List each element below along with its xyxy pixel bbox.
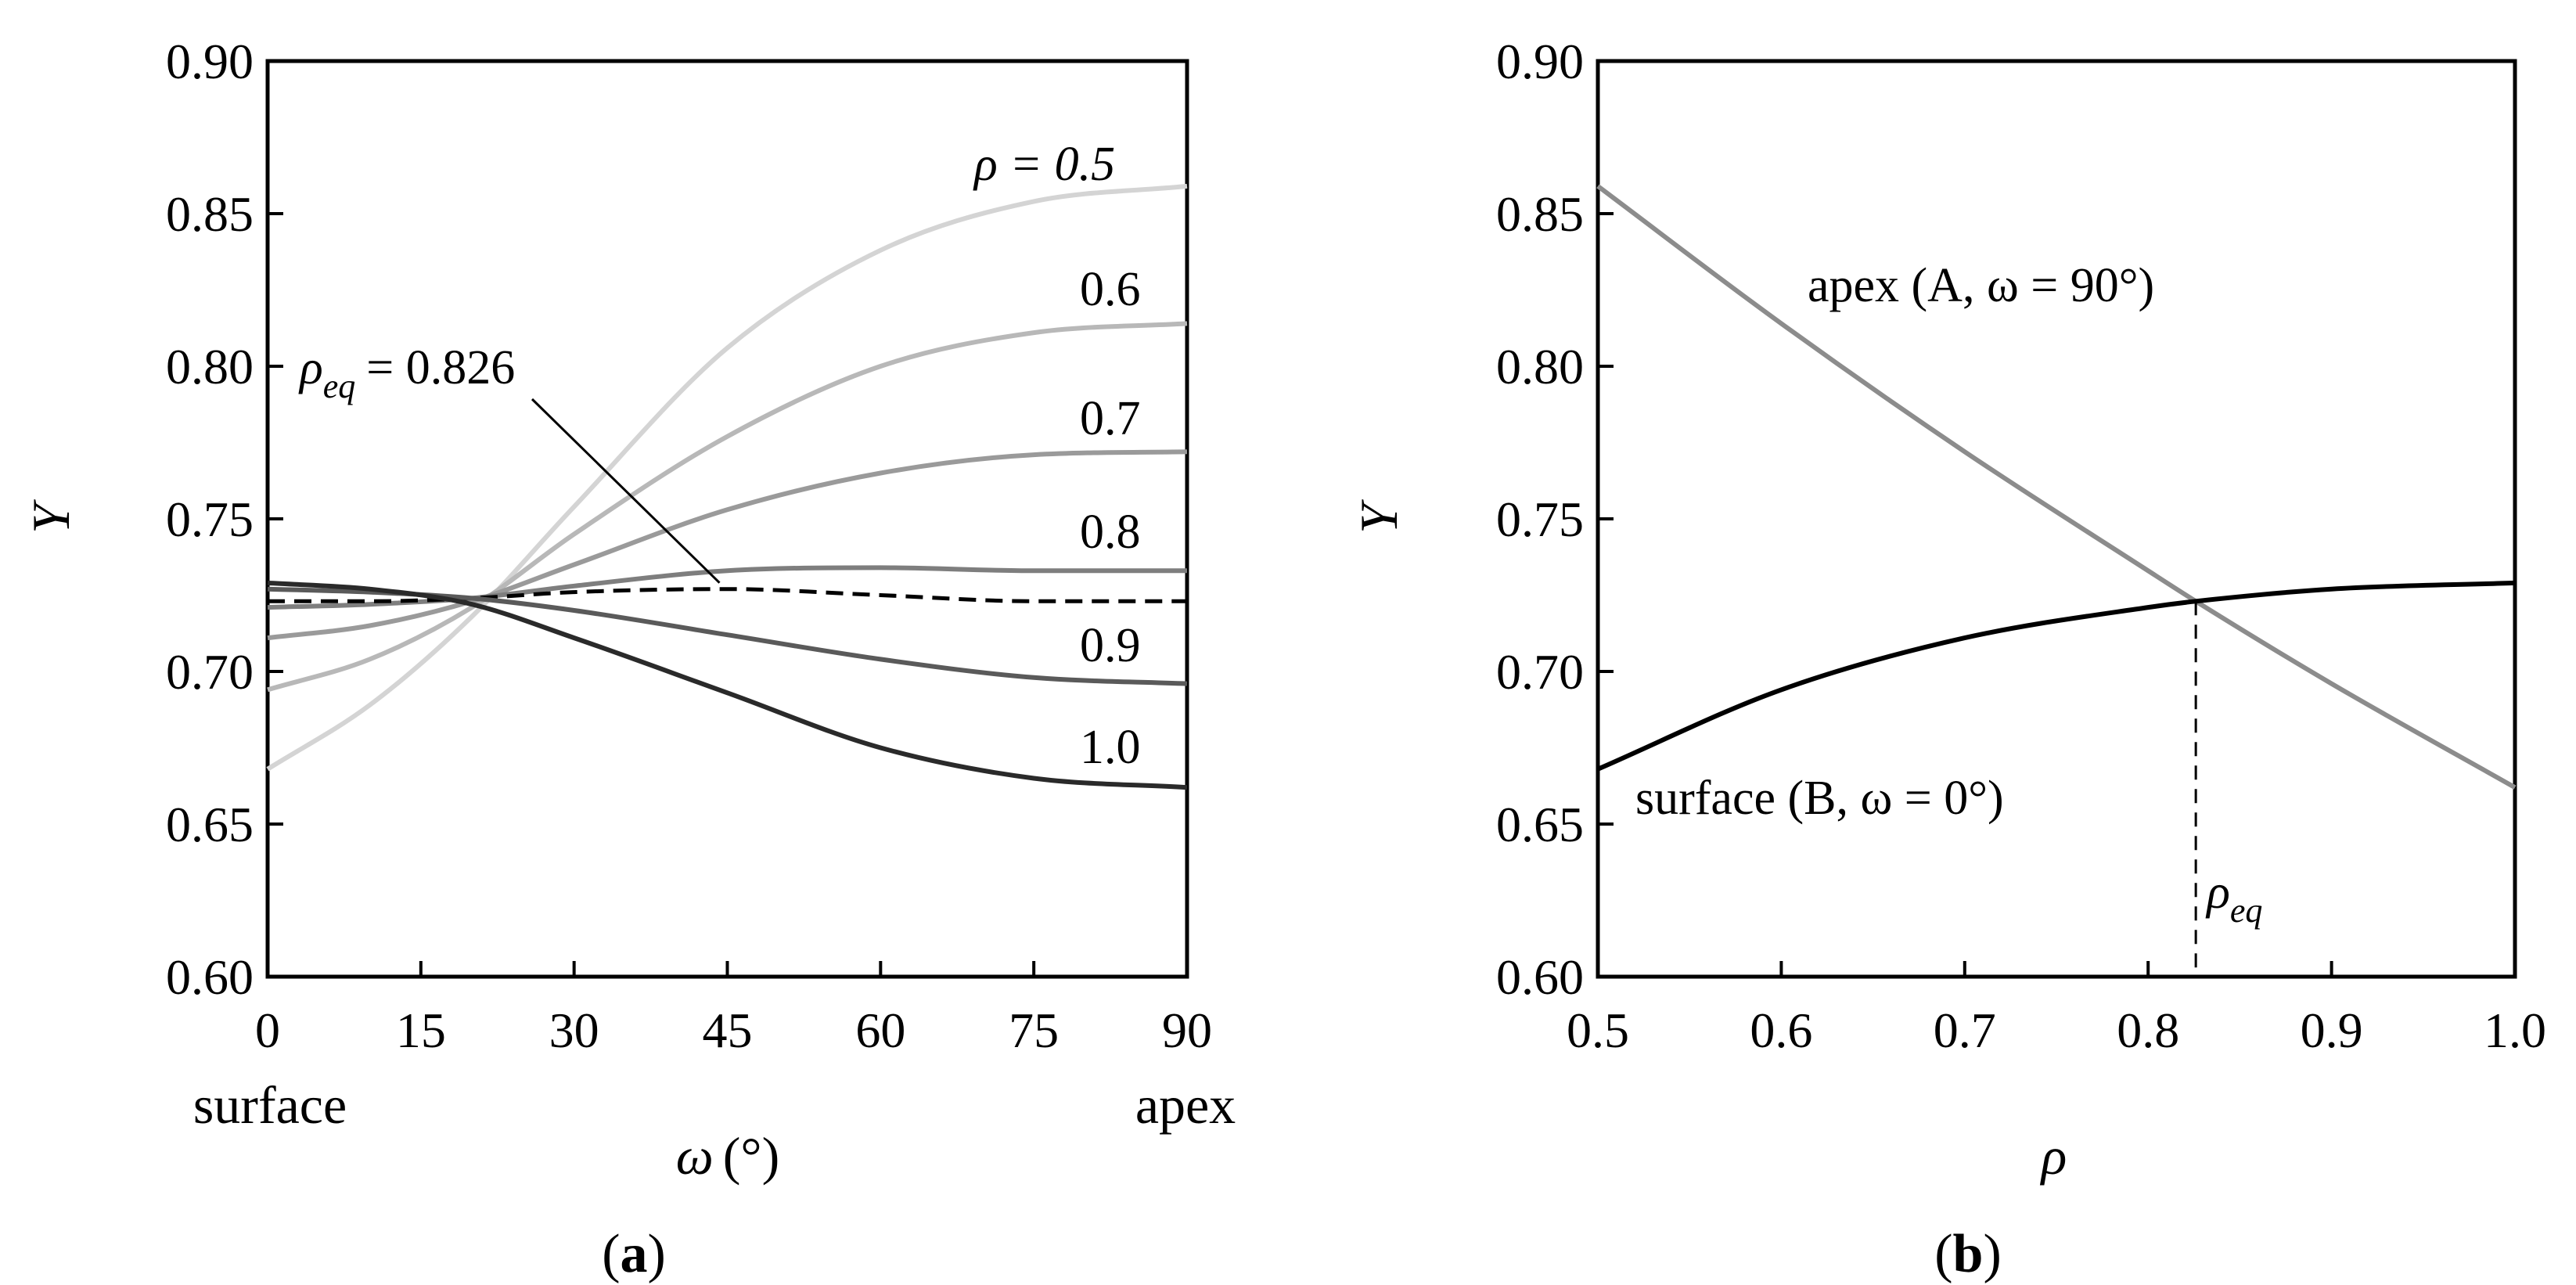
series-line-apex bbox=[1596, 184, 2517, 790]
x-tick-label: 15 bbox=[396, 1002, 446, 1058]
series-lines-a bbox=[266, 183, 1188, 790]
x-axis-ticks-a: 0 15 30 45 60 75 90 bbox=[255, 961, 1212, 1058]
rho-eq-annotation: ρeq = 0.826 bbox=[298, 341, 515, 405]
x-end-label-surface: surface bbox=[193, 1075, 347, 1135]
series-line-surface bbox=[1596, 580, 2516, 772]
x-tick-label: 1.0 bbox=[2484, 1002, 2546, 1058]
svg-text:Y: Y bbox=[1349, 499, 1409, 534]
y-tick-label: 0.70 bbox=[166, 644, 254, 700]
series-line-0.6 bbox=[267, 321, 1188, 693]
x-tick-label: 0.9 bbox=[2301, 1002, 2363, 1058]
y-axis-label-b: Y bbox=[1349, 499, 1409, 534]
series-line-0.5 bbox=[266, 183, 1188, 772]
y-tick-label: 0.90 bbox=[166, 34, 254, 89]
y-axis-label-a: Y bbox=[21, 499, 81, 534]
chart-panel-b: 0.600.650.700.750.800.850.90 0.5 0.6 0.7 0.… bbox=[1349, 34, 2546, 1284]
svg-text:Y: Y bbox=[21, 499, 81, 534]
y-axis-ticks-b: 0.60 0.65 0.70 0.75 0.80 0.85 0.90 bbox=[1496, 34, 1614, 1005]
x-tick-label: 45 bbox=[703, 1002, 753, 1058]
y-tick-label: 0.60 bbox=[1496, 949, 1584, 1005]
x-axis-label-b: ρ bbox=[2040, 1126, 2067, 1186]
y-tick-label: 0.60 bbox=[166, 949, 254, 1005]
x-tick-label: 0.7 bbox=[1934, 1002, 1996, 1058]
y-tick-label: 0.85 bbox=[1496, 186, 1584, 242]
series-label-0.6: 0.6 bbox=[1080, 263, 1141, 316]
panel-label-a: (a) bbox=[602, 1224, 666, 1284]
x-axis-label-a: ω (°) bbox=[676, 1126, 780, 1186]
series-line-1.0 bbox=[267, 580, 1188, 790]
y-tick-label: 0.70 bbox=[1496, 644, 1584, 700]
plot-frame-b bbox=[1596, 59, 2517, 979]
x-axis-ticks-b: 0.5 0.6 0.7 0.8 0.9 1.0 bbox=[1567, 961, 2546, 1058]
series-lines-b bbox=[1596, 184, 2517, 790]
series-label-1.0: 1.0 bbox=[1080, 721, 1141, 774]
x-tick-label: 0.8 bbox=[2117, 1002, 2179, 1058]
series-label-surface: surface (B, ω = 0°) bbox=[1635, 772, 2004, 825]
y-tick-label: 0.90 bbox=[1496, 34, 1584, 89]
x-end-label-apex: apex bbox=[1135, 1075, 1236, 1135]
y-tick-label: 0.75 bbox=[166, 491, 254, 547]
y-tick-label: 0.65 bbox=[166, 797, 254, 852]
series-label-0.8: 0.8 bbox=[1080, 506, 1141, 559]
x-tick-label: 90 bbox=[1162, 1002, 1212, 1058]
y-axis-ticks-a: 0.60 0.65 0.70 0.75 0.80 0.85 0.90 bbox=[166, 34, 283, 1005]
rho-eq-label: ρeq bbox=[2205, 866, 2262, 930]
x-tick-label: 0.5 bbox=[1567, 1002, 1629, 1058]
series-line-0.7 bbox=[267, 449, 1188, 641]
y-tick-label: 0.75 bbox=[1496, 491, 1584, 547]
x-tick-label: 75 bbox=[1009, 1002, 1059, 1058]
series-label-0.7: 0.7 bbox=[1080, 392, 1141, 445]
series-label-rho-0.5: ρ = 0.5 bbox=[973, 138, 1115, 191]
series-line-ρeq bbox=[267, 587, 1187, 603]
series-label-0.9: 0.9 bbox=[1080, 619, 1141, 672]
chart-panel-a: 0.60 0.65 0.70 0.75 0.80 0.85 0.90 0 15 30 45 60 75… bbox=[21, 34, 1236, 1284]
y-tick-label: 0.80 bbox=[1496, 339, 1584, 394]
rho-eq-pointer-line bbox=[531, 398, 721, 584]
y-tick-label: 0.85 bbox=[166, 186, 254, 242]
panel-label-b: (b) bbox=[1934, 1224, 2002, 1284]
y-tick-label: 0.80 bbox=[166, 339, 254, 394]
series-line-0.8 bbox=[267, 565, 1187, 610]
x-tick-label: 60 bbox=[855, 1002, 905, 1058]
x-tick-label: 0 bbox=[255, 1002, 280, 1058]
x-tick-label: 30 bbox=[549, 1002, 599, 1058]
series-label-apex: apex (A, ω = 90°) bbox=[1808, 259, 2154, 312]
y-tick-label: 0.65 bbox=[1496, 797, 1584, 852]
x-tick-label: 0.6 bbox=[1750, 1002, 1812, 1058]
